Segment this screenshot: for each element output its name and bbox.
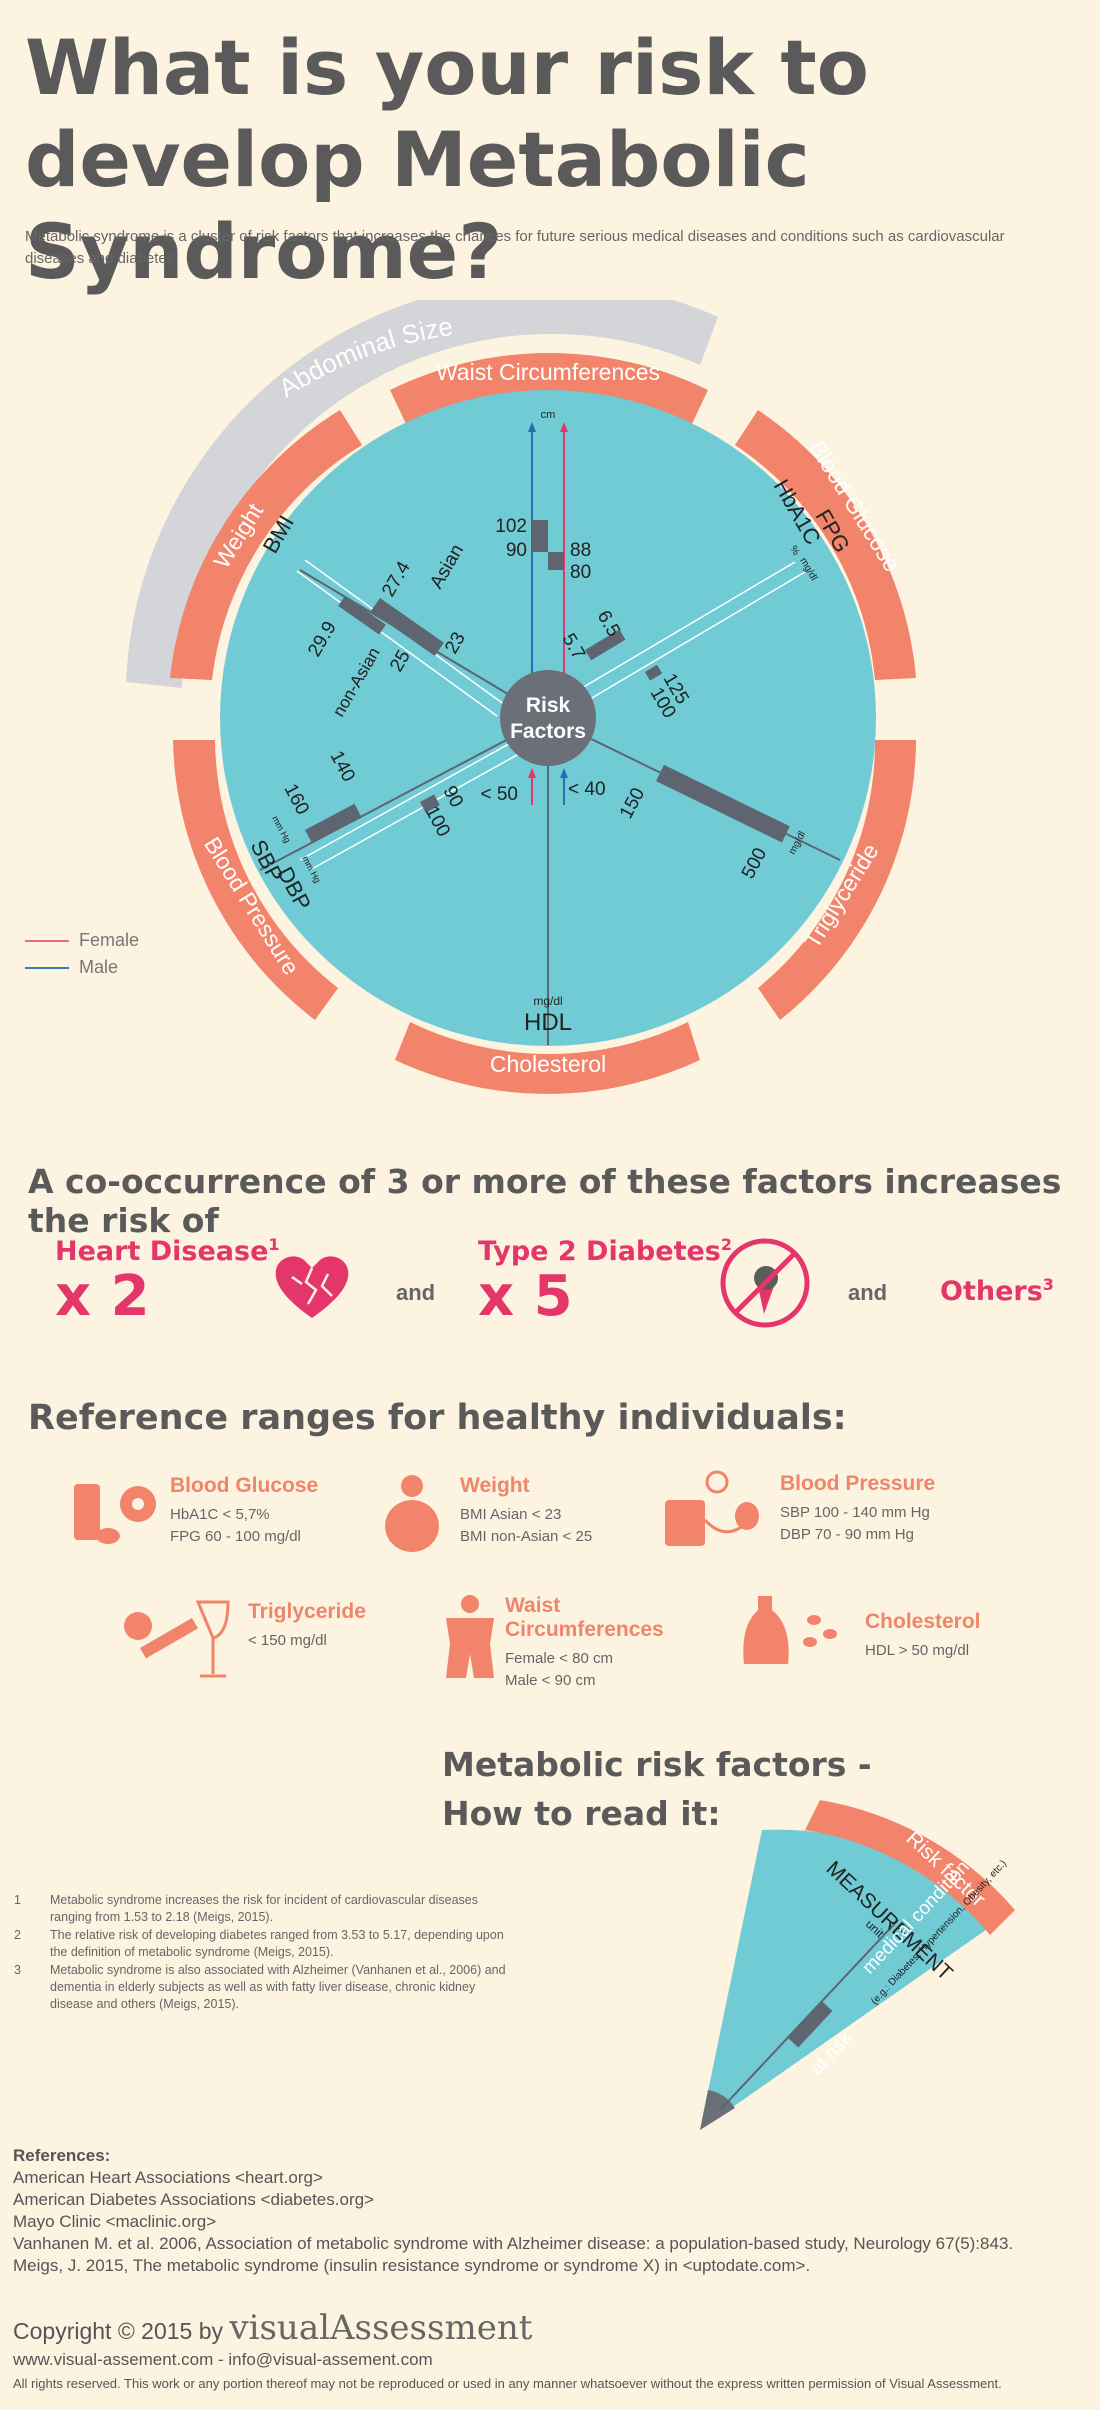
references: References: American Heart Associations … — [13, 2145, 1013, 2277]
ref-waist: Waist Circumferences Female < 80 cm Male … — [505, 1594, 705, 1692]
reference-item: Mayo Clinic <maclinic.org> — [13, 2212, 217, 2231]
and-label-2: and — [848, 1280, 888, 1305]
heart-disease-block: Heart Disease1 x 2 — [55, 1235, 280, 1329]
ref-blood-glucose: Blood Glucose HbA1C < 5,7% FPG 60 - 100 m… — [170, 1474, 319, 1545]
risk-factor-wheel: Abdominal Size Waist Circumferences Bloo… — [126, 300, 916, 1094]
reference-title: Reference ranges for healthy individuals… — [28, 1398, 847, 1438]
waist-female-value-2: 80 — [570, 562, 591, 583]
references-heading: References: — [13, 2146, 111, 2165]
footnote-1: Metabolic syndrome increases the risk fo… — [50, 1893, 478, 1924]
legend-female: Female — [79, 930, 140, 950]
type2-diabetes-block: Type 2 Diabetes2 x 5 — [478, 1235, 732, 1329]
segment-blood-pressure — [173, 740, 338, 1020]
hdl-value-2: < 40 — [568, 779, 606, 800]
center-label-1: Risk — [526, 694, 571, 717]
person-weight-icon — [385, 1475, 439, 1552]
cooccurrence-title: A co-occurrence of 3 or more of these fa… — [28, 1162, 1062, 1240]
hdl-label: HDL — [524, 1009, 572, 1036]
spoke-bp — [259, 717, 549, 871]
waist-female-value: 88 — [570, 540, 591, 561]
ref-weight-title: Weight — [460, 1474, 530, 1497]
waist-male-value: 102 — [495, 516, 527, 537]
ref-blood-glucose-title: Blood Glucose — [170, 1474, 319, 1497]
others-block: Others3 — [940, 1275, 1054, 1307]
ref-blood-pressure: Blood Pressure SBP 100 - 140 mm Hg DBP 70… — [780, 1472, 936, 1543]
bmi-asian-bar — [370, 598, 444, 656]
footnote-3: Metabolic syndrome is also associated wi… — [50, 1963, 506, 2011]
segment-triglyceride — [758, 740, 916, 1020]
footnotes: 1 Metabolic syndrome increases the risk f… — [14, 1892, 514, 2014]
footnote-2: The relative risk of developing diabetes… — [50, 1928, 504, 1959]
waist-male-value-2: 90 — [506, 540, 527, 561]
ref-blood-pressure-title: Blood Pressure — [780, 1472, 936, 1495]
bp-sbp-bar — [305, 803, 362, 843]
ref-waist-title: Waist Circumferences — [505, 1594, 664, 1641]
heart-disease-label: Heart Disease — [55, 1236, 269, 1267]
intro-text: Metabolic syndrome is a cluster of risk … — [25, 228, 1005, 267]
blood-pressure-icon — [665, 1470, 759, 1546]
ref-cholesterol-title: Cholesterol — [865, 1610, 981, 1633]
abdominal-size-band — [126, 300, 718, 688]
no-ice-cream-icon — [720, 1238, 810, 1328]
waist-female-bar — [548, 552, 564, 570]
howto-title: Metabolic risk factors - How to read it: — [442, 1745, 872, 1833]
bp-dbp-bar — [420, 794, 440, 813]
howto-diagram: Risk factor MEASUREMENT unit medical con… — [700, 1800, 1015, 2130]
segment-label-cholesterol: Cholesterol — [490, 1051, 606, 1077]
smoking-wine-icon — [124, 1600, 230, 1678]
ref-cholesterol: Cholesterol HDL > 50 mg/dl — [865, 1610, 981, 1659]
bmi-non-asian-bar — [338, 596, 386, 635]
sweets-icon — [74, 1484, 156, 1544]
waist-unit: cm — [541, 409, 556, 421]
center-label-2: Factors — [510, 720, 586, 743]
reference-item: American Heart Associations <heart.org> — [13, 2168, 323, 2187]
triglyceride-bar — [656, 764, 790, 843]
segment-blood-glucose — [735, 410, 916, 680]
rights-notice: All rights reserved. This work or any po… — [13, 2376, 1002, 2391]
glucose-fpg-bar — [645, 664, 663, 681]
oil-olive-icon — [743, 1596, 837, 1664]
reference-item: Vanhanen M. et al. 2006, Association of … — [13, 2234, 1014, 2253]
waist-icon — [446, 1595, 494, 1678]
legend: Female Male — [25, 930, 139, 984]
type2-diabetes-label: Type 2 Diabetes — [478, 1236, 721, 1267]
glucose-hba1c-bar — [585, 629, 626, 661]
copyright: Copyright © 2015 by visualAssessment — [13, 2308, 533, 2348]
reference-item: American Diabetes Associations <diabetes… — [13, 2190, 374, 2209]
segment-weight — [170, 410, 362, 680]
reference-item: Meigs, J. 2015, The metabolic syndrome (… — [13, 2256, 811, 2275]
page-title: What is your risk to develop Metabolic S… — [25, 23, 869, 296]
hdl-unit: mg/dl — [533, 994, 562, 1008]
ref-triglyceride-title: Triglyceride — [248, 1600, 366, 1623]
and-label-1: and — [396, 1280, 436, 1305]
legend-male: Male — [79, 957, 119, 977]
segment-label-waist: Waist Circumferences — [436, 359, 660, 385]
ref-weight: Weight BMI Asian < 23 BMI non-Asian < 25 — [460, 1474, 593, 1545]
waist-male-bar — [532, 520, 548, 552]
broken-heart-icon — [275, 1256, 349, 1318]
others-label: Others — [940, 1276, 1043, 1307]
ref-triglyceride: Triglyceride < 150 mg/dl — [248, 1600, 366, 1649]
type2-diabetes-multiplier: x 5 — [478, 1264, 573, 1329]
hdl-value-1: < 50 — [480, 784, 518, 805]
segment-cholesterol — [395, 1022, 700, 1094]
heart-disease-multiplier: x 2 — [55, 1264, 150, 1329]
center-circle — [500, 670, 596, 766]
contact-info: www.visual-assement.com - info@visual-as… — [13, 2350, 433, 2369]
